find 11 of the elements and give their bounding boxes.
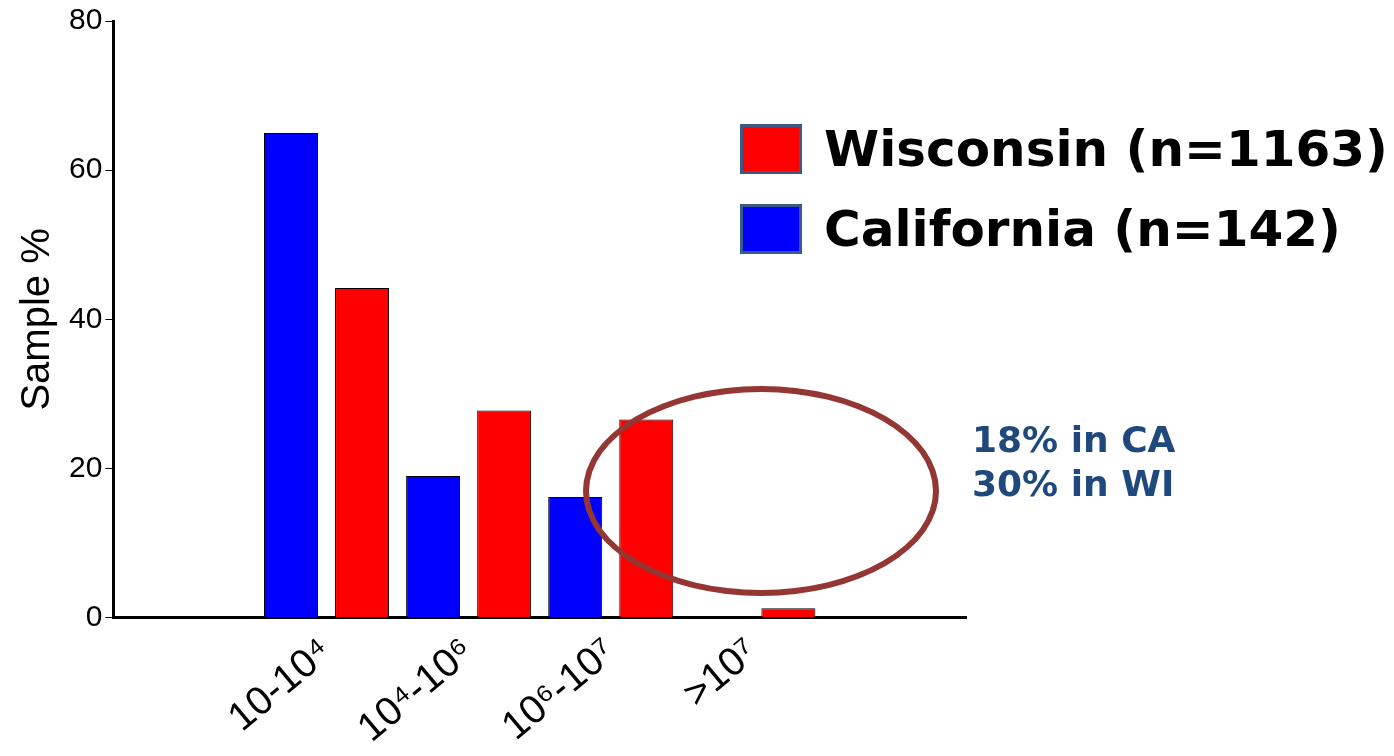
y-tick-label: 20 — [68, 449, 103, 483]
text: 18% in CA — [972, 418, 1176, 462]
y-tick-label: 80 — [68, 2, 103, 36]
y-tick-label: 60 — [68, 151, 103, 185]
text: 30% in WI — [972, 462, 1176, 506]
x-tick-label: >10⁷ — [673, 628, 766, 715]
y-tick-label: 0 — [85, 599, 103, 633]
legend-label: California (n=142) — [824, 200, 1341, 258]
y-axis-title: Sample % — [13, 228, 58, 411]
legend-label: Wisconsin (n=1163) — [824, 120, 1388, 178]
y-tick-label: 40 — [68, 300, 103, 334]
